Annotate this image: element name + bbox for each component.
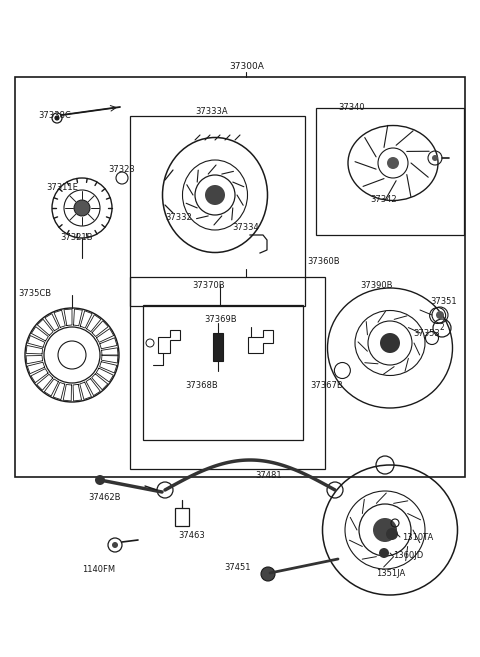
Circle shape: [373, 518, 397, 542]
Text: 37463: 37463: [178, 532, 205, 541]
Bar: [15, 77, 465, 477]
Circle shape: [386, 528, 398, 540]
Text: 37300A: 37300A: [229, 62, 264, 71]
Text: 37338C: 37338C: [38, 110, 71, 120]
Circle shape: [436, 311, 444, 319]
Text: 3735CB: 3735CB: [18, 290, 51, 298]
Text: 37311E: 37311E: [46, 183, 78, 191]
Circle shape: [55, 116, 59, 120]
Text: 37340: 37340: [338, 102, 365, 112]
Text: 37367B: 37367B: [310, 380, 343, 390]
Circle shape: [120, 175, 124, 181]
Text: 37390B: 37390B: [360, 281, 393, 290]
Text: 37334: 37334: [232, 223, 259, 233]
Text: 37369B: 37369B: [204, 315, 237, 325]
Bar: [143, 305, 303, 440]
Text: 37321B: 37321B: [60, 233, 93, 242]
Circle shape: [380, 333, 400, 353]
Bar: [316, 108, 464, 235]
Text: 37323: 37323: [108, 166, 135, 175]
Text: 1140FM: 1140FM: [82, 566, 115, 574]
Text: 1310TA: 1310TA: [402, 533, 433, 541]
Circle shape: [95, 475, 105, 485]
Text: 37451: 37451: [224, 564, 251, 572]
Text: 2: 2: [440, 323, 444, 332]
Circle shape: [429, 335, 435, 341]
Bar: [175, 508, 189, 526]
Bar: [213, 333, 223, 361]
Text: 1360JD: 1360JD: [393, 551, 423, 560]
Text: 37370B: 37370B: [192, 281, 225, 290]
Text: 37351: 37351: [430, 298, 456, 307]
Circle shape: [261, 567, 275, 581]
Circle shape: [387, 157, 399, 169]
Text: 37360B: 37360B: [307, 258, 340, 267]
Circle shape: [205, 185, 225, 205]
Text: 1351JA: 1351JA: [376, 568, 405, 578]
Text: 37353: 37353: [413, 328, 440, 338]
Text: 37332: 37332: [165, 212, 192, 221]
Text: 37368B: 37368B: [185, 380, 218, 390]
Circle shape: [379, 548, 389, 558]
Text: 37462B: 37462B: [88, 493, 120, 501]
Circle shape: [74, 200, 90, 216]
Text: 37481: 37481: [255, 470, 282, 480]
Circle shape: [112, 542, 118, 548]
Text: 37342: 37342: [370, 196, 396, 204]
Text: 37333A: 37333A: [195, 108, 228, 116]
Bar: [130, 277, 325, 469]
Bar: [130, 116, 305, 306]
Circle shape: [432, 155, 438, 161]
